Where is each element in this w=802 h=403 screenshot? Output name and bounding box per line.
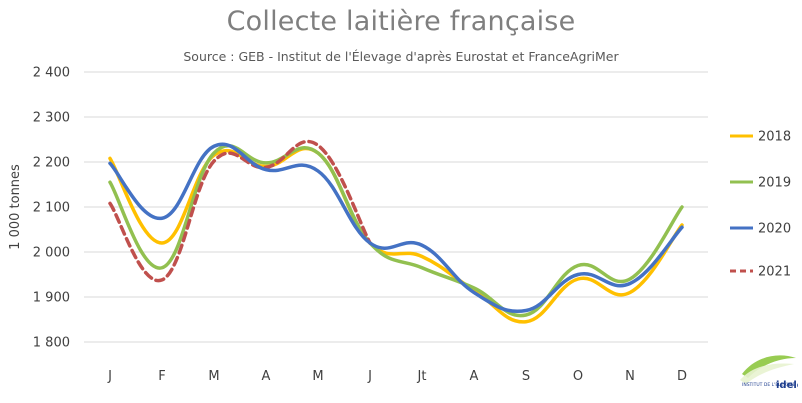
x-tick-label: N [625,369,635,384]
y-tick-label: 1 800 [33,336,70,351]
logo-institute-text: INSTITUT DE L'ÉLEVAGE [742,380,796,388]
series-line-2020 [108,142,684,314]
legend-label-2019: 2019 [758,176,791,191]
series-lines [108,139,684,324]
x-tick-label: M [208,369,219,384]
chart-title: Collecte laitière française [226,6,576,37]
x-tick-label: O [573,369,583,384]
logo-brand-text: idele [776,380,798,391]
x-tick-label: M [312,369,323,384]
y-tick-label: 2 200 [33,156,70,171]
x-tick-label: A [262,369,271,384]
gridlines [84,71,708,343]
y-tick-label: 1 900 [33,291,70,306]
x-tick-label: D [677,369,687,384]
y-tick-label: 2 400 [33,66,70,81]
x-tick-label: Jt [417,369,427,384]
x-tick-label: A [470,369,479,384]
series-line-2018 [108,146,684,324]
x-tick-label: J [107,369,112,384]
y-tick-label: 2 000 [33,246,70,261]
legend: 2018 2019 2020 2021 [730,130,791,280]
x-tick-label: S [522,369,530,384]
chart-subtitle: Source : GEB - Institut de l'Élevage d'a… [183,49,619,64]
x-axis-ticks: J F M A M J Jt A S O N D [107,369,687,384]
legend-label-2021: 2021 [758,265,791,280]
y-axis-label: 1 000 tonnes [8,164,23,250]
x-tick-label: J [367,369,372,384]
y-tick-label: 2 300 [33,111,70,126]
x-tick-label: F [158,369,165,384]
y-tick-label: 2 100 [33,201,70,216]
series-line-2019 [108,144,684,318]
idele-logo: INSTITUT DE L'ÉLEVAGE idele [738,350,802,396]
series-line-2021 [108,139,372,283]
legend-label-2018: 2018 [758,130,791,145]
y-axis-ticks: 1 800 1 900 2 000 2 100 2 200 2 300 2 400 [33,66,70,351]
legend-label-2020: 2020 [758,222,791,237]
